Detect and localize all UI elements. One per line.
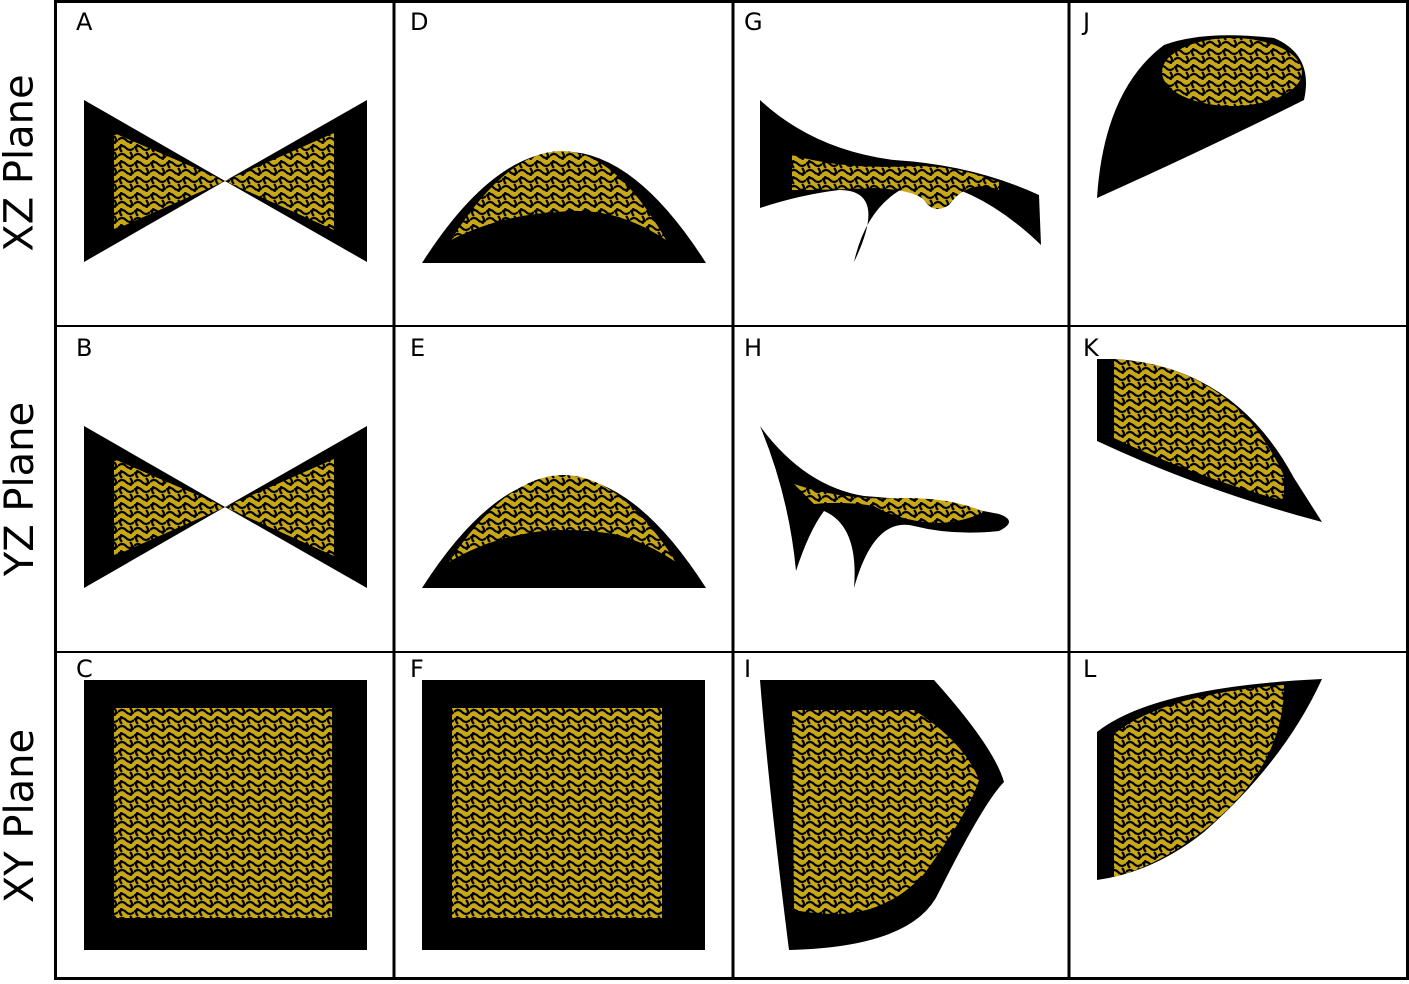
lattice-region <box>794 484 984 523</box>
row-label-text: XZ Plane <box>0 74 44 252</box>
panel-J <box>1097 35 1306 198</box>
panel-C <box>84 680 367 950</box>
lattice-region <box>114 708 332 918</box>
panel-G <box>760 100 1041 262</box>
lattice-region <box>114 133 334 230</box>
panel-letter-E: E <box>410 334 426 362</box>
panel-letter-K: K <box>1083 334 1099 362</box>
figure-grid: A B C D E F G H I J K L <box>54 0 1409 980</box>
panel-E <box>422 475 706 588</box>
panel-letter-F: F <box>410 655 424 683</box>
lattice-region <box>1114 359 1284 501</box>
lattice-region <box>452 708 662 918</box>
row-label-xz: XZ Plane <box>0 0 44 326</box>
row-label-yz: YZ Plane <box>0 326 44 652</box>
lattice-region <box>792 155 999 209</box>
panel-D <box>422 151 706 263</box>
row-label-xy: XY Plane <box>0 652 44 980</box>
panel-letter-J: J <box>1083 8 1091 36</box>
lattice-region <box>114 459 334 556</box>
row-label-text: XY Plane <box>0 728 44 904</box>
panel-letter-G: G <box>744 8 763 36</box>
panel-I <box>760 680 1004 950</box>
panel-K <box>1097 359 1322 522</box>
lattice-region <box>449 475 676 562</box>
panel-B <box>84 426 367 588</box>
lattice-region <box>451 151 666 240</box>
panel-letter-B: B <box>76 334 93 362</box>
panel-letter-L: L <box>1083 655 1097 683</box>
lattice-region <box>1162 38 1302 106</box>
panel-F <box>422 680 705 950</box>
panel-letter-C: C <box>76 655 93 683</box>
solid-shape <box>422 477 706 588</box>
grid-lines <box>54 0 1409 980</box>
panel-letter-H: H <box>744 334 763 362</box>
panel-letter-I: I <box>744 655 752 683</box>
panel-letter-D: D <box>410 8 429 36</box>
lattice-region <box>792 710 979 914</box>
figure-svg <box>54 0 1409 980</box>
row-label-text: YZ Plane <box>0 401 44 577</box>
panel-A <box>84 100 367 262</box>
panel-letter-A: A <box>76 8 93 36</box>
panel-L <box>1097 679 1322 880</box>
panel-H <box>760 426 1009 588</box>
lattice-region <box>1114 685 1284 877</box>
